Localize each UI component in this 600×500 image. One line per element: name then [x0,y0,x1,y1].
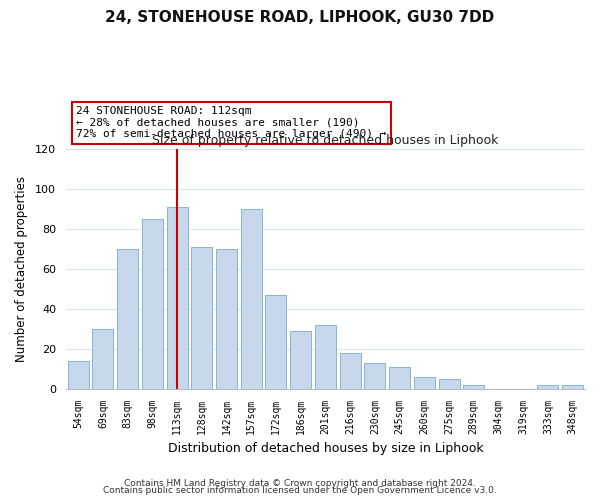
Bar [290,331,311,388]
Bar [167,207,188,388]
Bar [241,209,262,388]
Text: 24, STONEHOUSE ROAD, LIPHOOK, GU30 7DD: 24, STONEHOUSE ROAD, LIPHOOK, GU30 7DD [106,10,494,25]
Text: 24 STONEHOUSE ROAD: 112sqm
← 28% of detached houses are smaller (190)
72% of sem: 24 STONEHOUSE ROAD: 112sqm ← 28% of deta… [76,106,386,140]
Text: Contains public sector information licensed under the Open Government Licence v3: Contains public sector information licen… [103,486,497,495]
Bar [340,353,361,388]
Bar [265,295,286,388]
Bar [538,384,559,388]
Bar [191,247,212,388]
Bar [439,378,460,388]
Bar [142,219,163,388]
X-axis label: Distribution of detached houses by size in Liphook: Distribution of detached houses by size … [167,442,483,455]
Bar [364,363,385,388]
Bar [117,249,138,388]
Bar [216,249,237,388]
Y-axis label: Number of detached properties: Number of detached properties [15,176,28,362]
Bar [92,329,113,388]
Bar [389,366,410,388]
Bar [315,325,336,388]
Text: Contains HM Land Registry data © Crown copyright and database right 2024.: Contains HM Land Registry data © Crown c… [124,478,476,488]
Bar [562,384,583,388]
Title: Size of property relative to detached houses in Liphook: Size of property relative to detached ho… [152,134,499,146]
Bar [414,376,435,388]
Bar [68,361,89,388]
Bar [463,384,484,388]
